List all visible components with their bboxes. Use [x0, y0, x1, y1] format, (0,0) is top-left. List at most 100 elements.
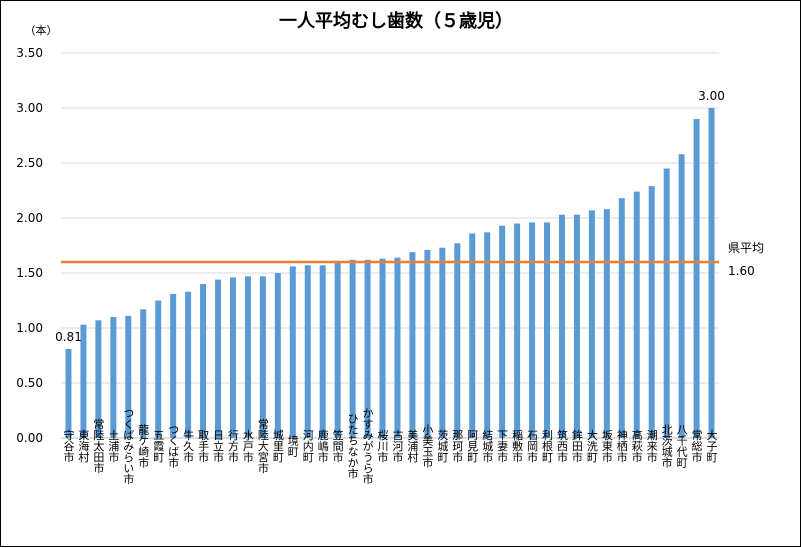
x-category-label: 鹿嶋市 — [316, 428, 329, 463]
x-category-label: 土浦市 — [107, 429, 120, 463]
x-category-label: 筑西市 — [555, 428, 568, 463]
bar — [110, 317, 117, 438]
bar — [693, 119, 700, 438]
x-category-label: 高萩市 — [630, 428, 643, 463]
x-category-label: 那珂市 — [451, 429, 464, 463]
x-category-label: 阿見町 — [466, 429, 479, 462]
x-category-label: 河内町 — [301, 429, 314, 462]
bar — [529, 222, 536, 438]
bar — [349, 259, 356, 438]
bar — [663, 168, 670, 438]
bar — [544, 222, 551, 438]
x-category-label: 東海村 — [77, 429, 90, 462]
x-category-label: 八千代町 — [675, 424, 688, 468]
x-category-label: 取手市 — [197, 429, 210, 463]
x-category-label: つくば市 — [167, 424, 180, 469]
x-category-label: 利根町 — [541, 429, 554, 462]
bar — [424, 249, 431, 438]
x-category-label: 茨城町 — [436, 428, 449, 462]
bar — [80, 324, 87, 438]
x-category-label: 城里町 — [271, 429, 284, 462]
bar — [259, 276, 266, 438]
bar — [215, 279, 222, 438]
x-category-label: 稲敷市 — [511, 429, 524, 463]
y-tick-label: 2.50 — [16, 156, 43, 170]
bar — [140, 309, 147, 438]
bar — [244, 276, 251, 438]
bar — [499, 225, 506, 438]
bar — [394, 257, 401, 438]
average-line-label: 県平均 — [728, 241, 764, 255]
y-tick-label: 3.50 — [16, 46, 43, 60]
y-tick-label: 0.50 — [16, 376, 43, 390]
data-labels: 0.81 3.00 — [55, 89, 725, 344]
bar — [379, 258, 386, 438]
bar — [229, 277, 236, 438]
y-tick-label: 2.00 — [16, 211, 43, 225]
x-category-label: 神栖市 — [615, 428, 628, 463]
bar — [364, 259, 371, 438]
x-category-label: 美浦村 — [406, 429, 419, 462]
bar — [633, 191, 640, 438]
x-category-label: 石岡市 — [526, 430, 539, 464]
x-category-label: かすみがうら市 — [361, 407, 374, 485]
y-axis-unit-label: （本） — [25, 23, 58, 37]
x-category-label: つくばみらい市 — [122, 408, 135, 486]
x-category-label: 笠間市 — [331, 428, 344, 463]
y-tick-label: 1.00 — [16, 321, 43, 335]
bar — [155, 300, 162, 438]
bar — [469, 233, 476, 438]
y-tick-label: 1.50 — [16, 266, 43, 280]
bar — [334, 260, 341, 438]
x-category-label: 桜川市 — [376, 428, 389, 463]
bar — [125, 315, 132, 438]
bar — [588, 210, 595, 438]
bar — [454, 243, 461, 438]
bar — [484, 232, 491, 438]
average-line-group: 県平均 1.60 — [61, 241, 764, 278]
bar — [558, 214, 565, 438]
x-category-label: 坂東市 — [600, 429, 613, 463]
x-category-label: 結城市 — [481, 428, 494, 463]
bar — [618, 198, 625, 438]
bar — [304, 265, 311, 438]
x-category-label: 大子町 — [705, 428, 718, 462]
x-category-label: 日立市 — [212, 430, 225, 464]
x-category-label: 行方市 — [226, 429, 239, 463]
x-category-label: 常陸大宮市 — [256, 418, 269, 474]
bar — [185, 291, 192, 438]
x-category-label: 境町 — [286, 434, 299, 457]
bar — [514, 223, 521, 438]
x-category-label: 下妻市 — [496, 430, 509, 464]
bar — [678, 154, 685, 438]
x-category-label: ひたちなか市 — [346, 413, 359, 480]
bar — [170, 293, 177, 438]
bar — [439, 247, 446, 438]
x-category-label: 龍ケ崎市 — [137, 423, 150, 469]
x-category-label: 常陸太田市 — [92, 418, 105, 474]
bar — [95, 320, 102, 438]
data-label: 0.81 — [55, 330, 82, 344]
x-category-label: 大洗町 — [585, 428, 598, 462]
bar — [289, 266, 296, 438]
data-label: 3.00 — [698, 89, 725, 103]
x-category-label: 守谷市 — [62, 428, 75, 463]
x-axis-labels: 守谷市 東海村 常陸太田市 土浦市 つくばみらい市 龍ケ崎市 五霞町 つくば市 牛久市 取手市 日立… — [62, 407, 718, 485]
chart-title: 一人平均むし歯数（５歳児） — [279, 10, 513, 32]
x-category-label: 牛久市 — [182, 428, 195, 463]
x-category-label: 常総市 — [690, 429, 703, 463]
y-tick-label: 0.00 — [16, 431, 43, 445]
bar — [573, 214, 580, 438]
bar — [65, 348, 72, 438]
y-tick-label: 3.00 — [16, 101, 43, 115]
x-category-label: 水戸市 — [241, 429, 254, 463]
bar — [708, 108, 715, 438]
bars — [65, 108, 715, 438]
x-category-label: 北茨城市 — [660, 424, 673, 469]
x-category-label: 潮来市 — [645, 428, 658, 463]
bar — [274, 273, 281, 438]
x-category-label: 古河市 — [391, 429, 404, 463]
bar — [648, 186, 655, 438]
